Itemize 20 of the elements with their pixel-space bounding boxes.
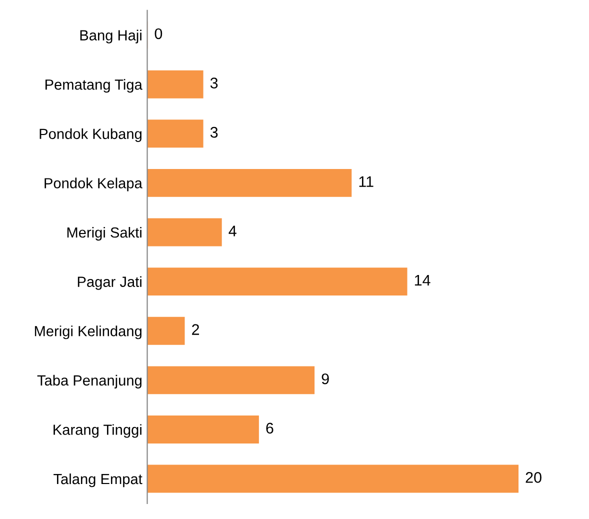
data-label: 11 (359, 176, 374, 187)
y-tick-label: Talang Empat (54, 473, 142, 488)
y-tick-label: Pagar Jati (78, 276, 142, 290)
data-label: 3 (210, 126, 218, 138)
y-tick-label: Pondok Kelapa (44, 178, 142, 192)
y-tick-label: Merigi Kelindang (34, 326, 142, 340)
data-label: 4 (228, 226, 236, 236)
y-tick-label: Bang Haji (80, 30, 142, 44)
data-label: 9 (322, 373, 329, 384)
y-tick-label: Merigi Sakti (67, 226, 142, 241)
data-label: 20 (526, 472, 542, 483)
data-label: 0 (154, 28, 162, 40)
data-label: 6 (266, 422, 274, 434)
y-tick-label: Pematang Tiga (45, 79, 142, 93)
y-tick-label: Pondok Kubang (40, 128, 142, 142)
y-tick-label: Karang Tinggi (54, 424, 142, 438)
data-label: 2 (192, 324, 200, 335)
data-label: 3 (210, 78, 218, 88)
y-tick-label: Taba Penanjung (37, 374, 142, 388)
data-label: 14 (414, 275, 430, 286)
